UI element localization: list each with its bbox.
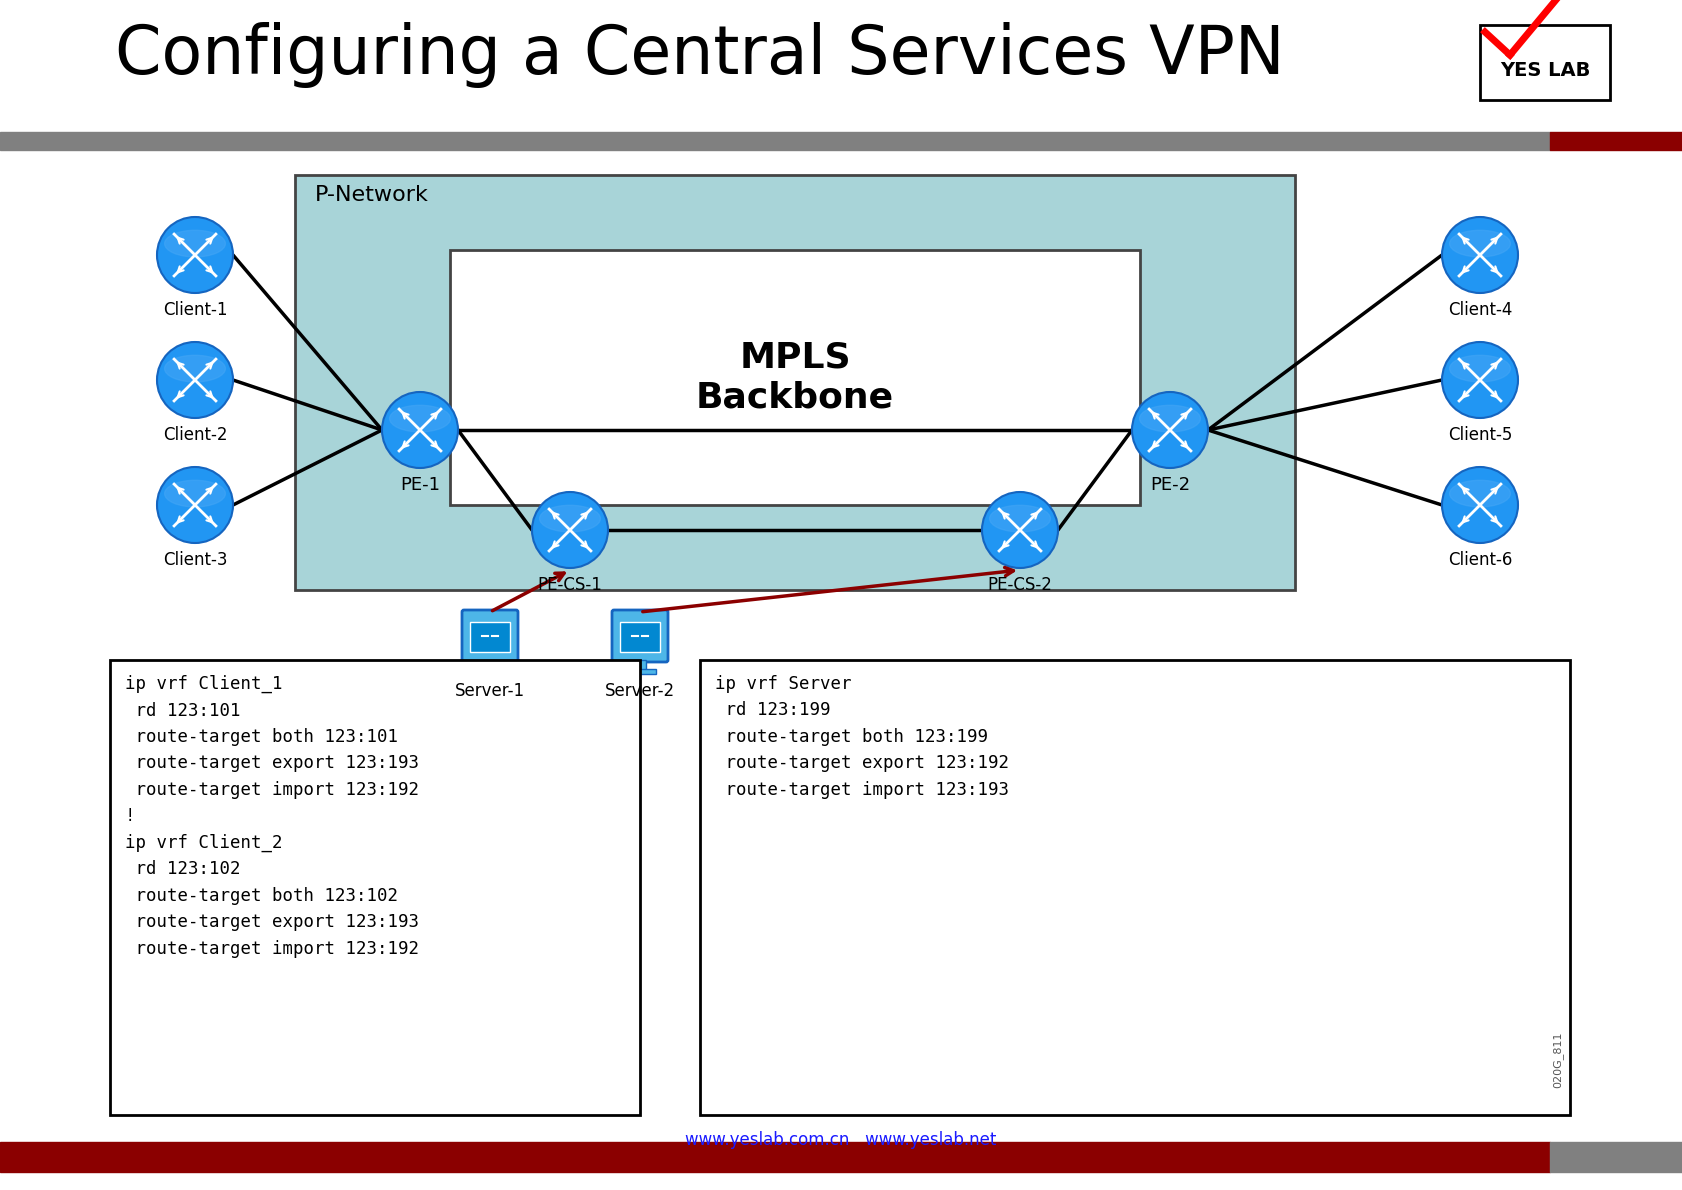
Bar xyxy=(1549,1142,1682,1172)
Circle shape xyxy=(1132,392,1208,468)
Ellipse shape xyxy=(1448,481,1509,507)
Ellipse shape xyxy=(1448,356,1509,382)
Bar xyxy=(294,175,1293,590)
Bar xyxy=(449,250,1139,505)
Bar xyxy=(474,669,506,674)
Circle shape xyxy=(532,491,607,568)
Text: PE-1: PE-1 xyxy=(400,476,439,494)
Text: PE-2: PE-2 xyxy=(1149,476,1189,494)
Bar xyxy=(0,1142,1549,1172)
Circle shape xyxy=(1441,342,1517,418)
Ellipse shape xyxy=(1448,231,1509,257)
Text: Server-2: Server-2 xyxy=(604,682,674,700)
Circle shape xyxy=(382,392,458,468)
Ellipse shape xyxy=(540,506,600,532)
Ellipse shape xyxy=(989,506,1050,532)
Text: Backbone: Backbone xyxy=(696,381,893,415)
Text: ip vrf Server
 rd 123:199
 route-target both 123:199
 route-target export 123:19: ip vrf Server rd 123:199 route-target bo… xyxy=(715,675,1009,798)
Circle shape xyxy=(1441,217,1517,293)
Bar xyxy=(624,669,656,674)
Text: Client-5: Client-5 xyxy=(1447,426,1512,444)
Text: Client-3: Client-3 xyxy=(163,551,227,569)
Circle shape xyxy=(156,342,232,418)
Ellipse shape xyxy=(389,406,451,432)
Text: 020G_811: 020G_811 xyxy=(1551,1032,1563,1088)
Text: Server-1: Server-1 xyxy=(454,682,525,700)
Text: MPLS: MPLS xyxy=(738,342,851,375)
Text: ip vrf Client_1
 rd 123:101
 route-target both 123:101
 route-target export 123:: ip vrf Client_1 rd 123:101 route-target … xyxy=(124,675,419,958)
Ellipse shape xyxy=(165,231,225,257)
Text: P-Network: P-Network xyxy=(315,184,429,205)
Bar xyxy=(1478,25,1610,100)
Bar xyxy=(484,660,496,670)
Bar xyxy=(469,622,510,652)
Bar xyxy=(619,622,659,652)
Text: Client-4: Client-4 xyxy=(1447,301,1512,319)
Text: Client-6: Client-6 xyxy=(1447,551,1512,569)
Text: Client-2: Client-2 xyxy=(163,426,227,444)
Ellipse shape xyxy=(165,356,225,382)
Text: www.yeslab.com.cn   www.yeslab.net: www.yeslab.com.cn www.yeslab.net xyxy=(685,1130,996,1150)
Bar xyxy=(1549,132,1682,150)
Text: PE-CS-1: PE-CS-1 xyxy=(537,576,602,594)
Bar xyxy=(0,132,1549,150)
Text: Client-1: Client-1 xyxy=(163,301,227,319)
Text: PE-CS-2: PE-CS-2 xyxy=(987,576,1051,594)
Circle shape xyxy=(981,491,1058,568)
Bar xyxy=(634,660,646,670)
Circle shape xyxy=(156,217,232,293)
Ellipse shape xyxy=(1139,406,1199,432)
Text: Configuring a Central Services VPN: Configuring a Central Services VPN xyxy=(114,21,1283,88)
Bar xyxy=(700,660,1569,1115)
FancyBboxPatch shape xyxy=(612,610,668,662)
Circle shape xyxy=(156,466,232,543)
Bar xyxy=(109,660,639,1115)
FancyBboxPatch shape xyxy=(463,610,518,662)
Text: YES LAB: YES LAB xyxy=(1499,61,1589,80)
Ellipse shape xyxy=(165,481,225,507)
Circle shape xyxy=(1441,466,1517,543)
